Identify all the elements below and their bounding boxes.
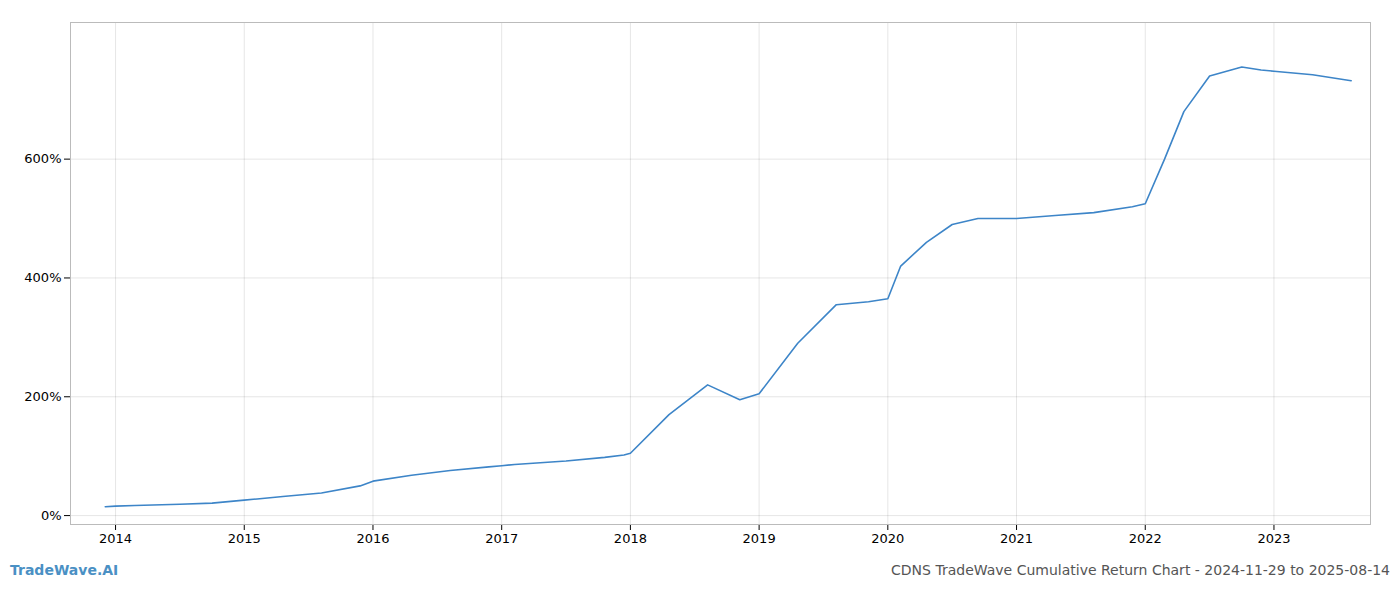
svg-text:200%: 200%	[24, 389, 61, 404]
svg-text:2019: 2019	[743, 531, 776, 546]
svg-text:2023: 2023	[1257, 531, 1290, 546]
html-text:TradeWave.AI: TradeWave.AI	[10, 562, 119, 578]
svg-text:2021: 2021	[1000, 531, 1033, 546]
svg-text:0%: 0%	[41, 508, 62, 523]
svg-text:2015: 2015	[228, 531, 261, 546]
html-text:CDNS TradeWave Cumulative Retu: CDNS TradeWave Cumulative Return Chart -…	[891, 562, 1390, 578]
svg-text:2018: 2018	[614, 531, 647, 546]
svg-text:2016: 2016	[356, 531, 389, 546]
svg-text:2022: 2022	[1129, 531, 1162, 546]
svg-text:2017: 2017	[485, 531, 518, 546]
svg-text:2020: 2020	[871, 531, 904, 546]
svg-text:400%: 400%	[24, 270, 61, 285]
svg-text:600%: 600%	[24, 151, 61, 166]
svg-text:2014: 2014	[99, 531, 132, 546]
